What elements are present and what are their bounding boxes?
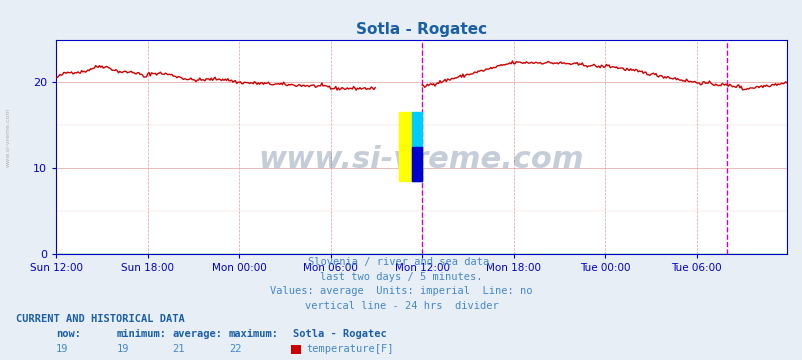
Text: www.si-vreme.com: www.si-vreme.com bbox=[6, 107, 10, 167]
Text: 22: 22 bbox=[229, 345, 241, 355]
Text: now:: now: bbox=[56, 329, 81, 339]
Text: vertical line - 24 hrs  divider: vertical line - 24 hrs divider bbox=[304, 301, 498, 311]
Title: Sotla - Rogatec: Sotla - Rogatec bbox=[355, 22, 487, 37]
Text: 21: 21 bbox=[172, 345, 185, 355]
Text: average:: average: bbox=[172, 329, 222, 339]
Text: last two days / 5 minutes.: last two days / 5 minutes. bbox=[320, 272, 482, 282]
Bar bbox=[399, 112, 411, 181]
Text: temperature[F]: temperature[F] bbox=[306, 345, 393, 355]
Text: CURRENT AND HISTORICAL DATA: CURRENT AND HISTORICAL DATA bbox=[16, 314, 184, 324]
Text: Values: average  Units: imperial  Line: no: Values: average Units: imperial Line: no bbox=[270, 286, 532, 296]
Text: 19: 19 bbox=[116, 345, 129, 355]
Bar bbox=[411, 112, 422, 181]
Text: maximum:: maximum: bbox=[229, 329, 278, 339]
Bar bbox=[411, 147, 422, 181]
Text: www.si-vreme.com: www.si-vreme.com bbox=[258, 145, 584, 174]
Text: Sotla - Rogatec: Sotla - Rogatec bbox=[293, 329, 387, 339]
Text: minimum:: minimum: bbox=[116, 329, 166, 339]
Text: 19: 19 bbox=[56, 345, 69, 355]
Text: Slovenia / river and sea data.: Slovenia / river and sea data. bbox=[307, 257, 495, 267]
